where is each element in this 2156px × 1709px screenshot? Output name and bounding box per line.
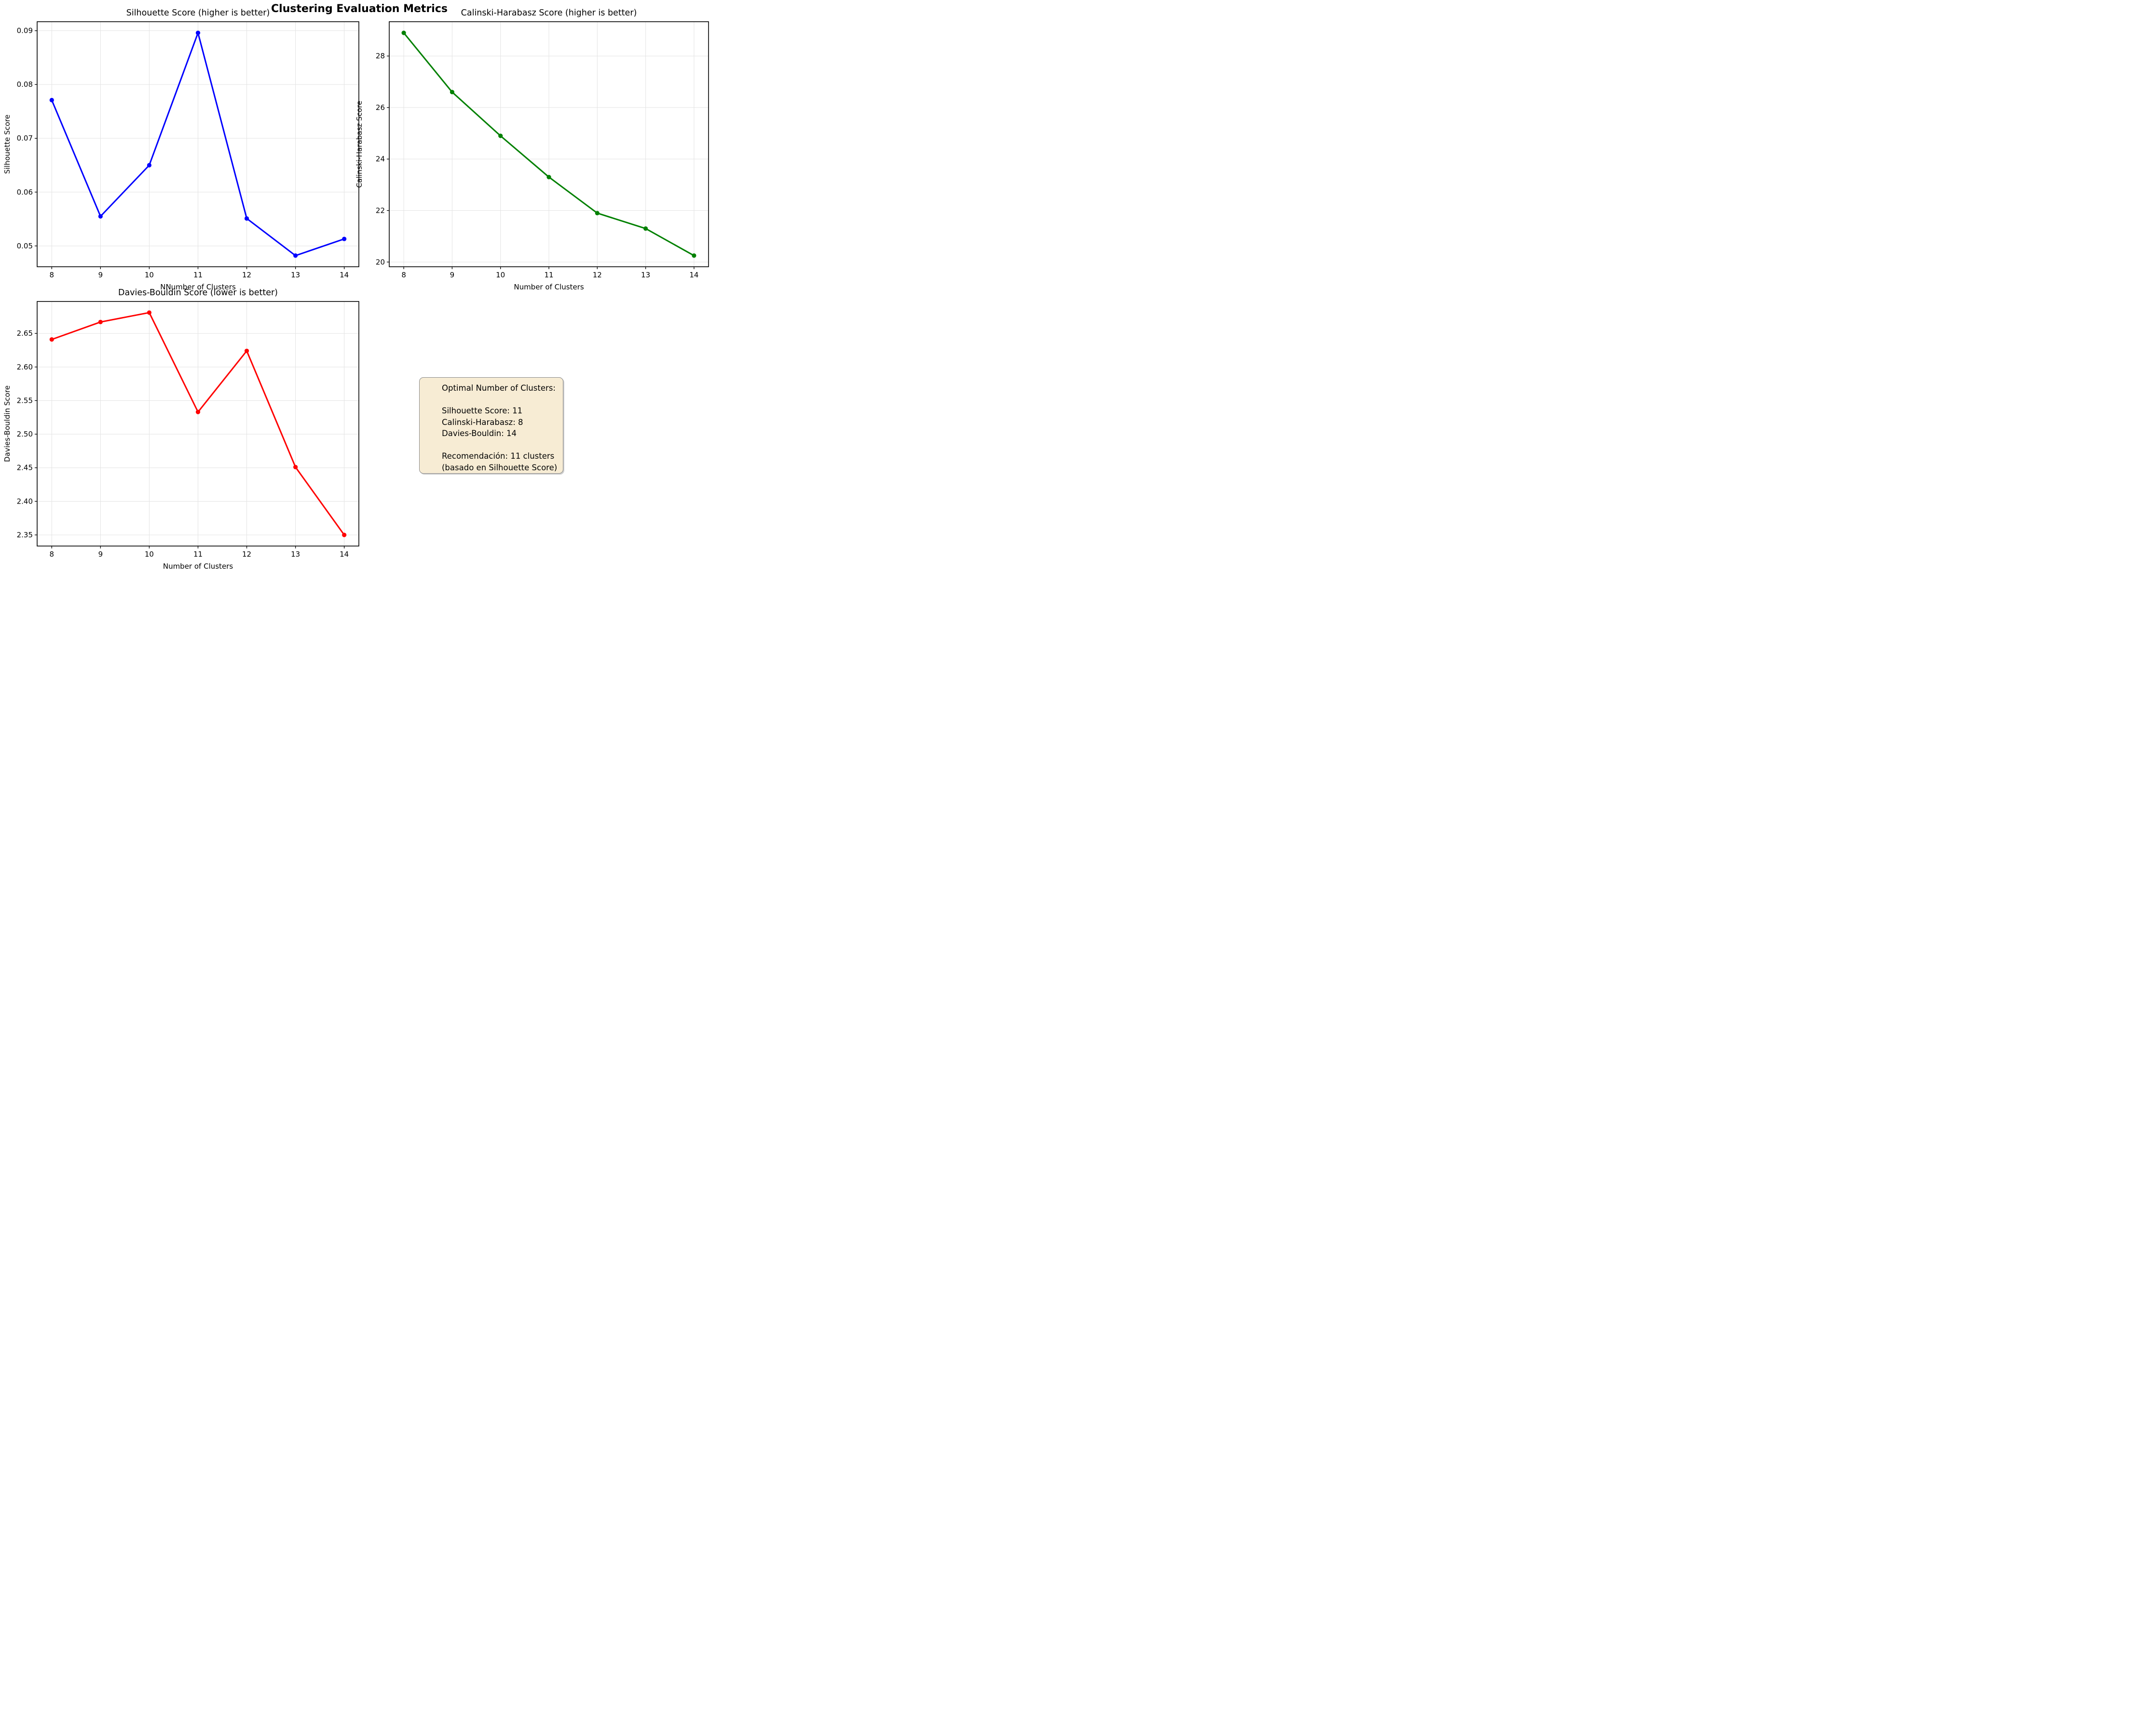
calinski-ytick-label: 24 [376,155,385,164]
infobox-line-header: Optimal Number of Clusters: [442,383,556,393]
calinski-xtick-label: 8 [401,271,406,279]
calinski-subplot: 8 9 10 11 12 13 14 20 22 24 26 28 Calinski-Harabasz … [355,8,709,291]
figure-canvas: Clustering Evaluation Metrics 8 9 10 11 12 13… [0,0,719,570]
calinski-xtick-label: 13 [641,271,650,279]
infobox-line-blank-1 [442,394,559,406]
davies-chart-title: Davies-Bouldin Score (lower is better) [118,288,278,298]
infobox-line-calinski: Calinski-Harabasz: 8 [442,417,523,427]
davies-ytick-label: 2.35 [17,531,33,539]
davies-ytick-label: 2.60 [17,363,33,371]
silhouette-xtick-label: 14 [340,271,349,279]
calinski-marker [498,134,503,138]
infobox-line-davies: Davies-Bouldin: 14 [442,429,517,438]
silhouette-xtick-label: 9 [98,271,103,279]
calinski-yaxis-label: Calinski-Harabasz Score [355,101,364,188]
silhouette-marker [244,216,249,221]
calinski-marker [401,30,406,35]
davies-ytick-label: 2.55 [17,396,33,405]
silhouette-marker [98,214,103,219]
silhouette-xtick-label: 10 [145,271,154,279]
calinski-ytick-label: 22 [376,206,385,215]
calinski-ytick-label: 26 [376,103,385,112]
davies-yaxis-label: Davies-Bouldin Score [3,385,12,462]
silhouette-xtick-label: 12 [242,271,251,279]
calinski-xtick-label: 12 [593,271,602,279]
davies-xtick-label: 8 [50,550,55,559]
silhouette-marker [49,97,54,103]
calinski-xtick-label: 9 [450,271,455,279]
optimal-clusters-infobox: Optimal Number of Clusters: Silhouette S… [419,377,563,474]
silhouette-subplot: 8 9 10 11 12 13 14 0.05 0.06 0.07 0.08 0.09 Silhouet… [3,8,359,291]
davies-xtick-label: 12 [242,550,251,559]
davies-marker [98,319,103,325]
calinski-marker [450,90,454,95]
davies-xtick-label: 10 [145,550,154,559]
silhouette-xaxis-label: NNumber of Clusters [160,283,236,291]
calinski-chart-title: Calinski-Harabasz Score (higher is bette… [461,8,637,18]
silhouette-xtick-label: 8 [50,271,55,279]
davies-marker [244,348,249,354]
davies-xtick-label: 9 [98,550,103,559]
davies-marker [342,533,347,537]
silhouette-yaxis-label: Silhouette Score [3,114,12,174]
figure-title: Clustering Evaluation Metrics [271,3,448,15]
silhouette-ytick-label: 0.08 [17,80,33,89]
silhouette-marker [195,30,201,35]
charts-svg: 8 9 10 11 12 13 14 0.05 0.06 0.07 0.08 0.09 Silhouet… [3,8,709,570]
infobox-line-recommendation: Recomendación: 11 clusters [442,451,555,461]
calinski-marker [692,253,696,258]
infobox-line-basis: (basado en Silhouette Score) [442,463,558,472]
davies-ytick-label: 2.50 [17,430,33,438]
calinski-xtick-label: 11 [544,271,553,279]
calinski-xtick-label: 14 [689,271,698,279]
davies-xtick-label: 11 [193,550,203,559]
silhouette-ytick-label: 0.05 [17,242,33,250]
silhouette-marker [293,253,298,258]
davies-xtick-label: 14 [340,550,349,559]
calinski-ytick-label: 28 [376,52,385,60]
silhouette-ytick-label: 0.09 [17,27,33,35]
davies-ytick-label: 2.40 [17,497,33,506]
silhouette-xtick-label: 11 [193,271,203,279]
infobox-line-silhouette: Silhouette Score: 11 [442,406,523,415]
davies-xaxis-label: Number of Clusters [163,562,233,570]
silhouette-ytick-label: 0.07 [17,134,33,143]
davies-marker [293,465,298,469]
infobox-line-blank-2 [442,439,559,451]
davies-subplot: 8 9 10 11 12 13 14 2.35 2.40 2.45 2.50 2.55 2.60 2.65… [3,288,359,570]
silhouette-xtick-label: 13 [291,271,300,279]
silhouette-marker [147,163,152,168]
davies-xtick-label: 13 [291,550,300,559]
calinski-ytick-label: 20 [376,258,385,266]
davies-marker [147,310,152,315]
calinski-marker [643,226,648,231]
davies-marker [49,337,54,342]
davies-ytick-label: 2.65 [17,329,33,338]
calinski-xtick-label: 10 [496,271,505,279]
silhouette-chart-title: Silhouette Score (higher is better) [126,8,270,18]
silhouette-marker [342,236,347,241]
davies-ytick-label: 2.45 [17,464,33,472]
silhouette-ytick-label: 0.06 [17,188,33,196]
calinski-marker [546,175,551,179]
davies-marker [195,410,201,414]
calinski-xaxis-label: Number of Clusters [514,283,584,291]
calinski-marker [595,211,600,216]
